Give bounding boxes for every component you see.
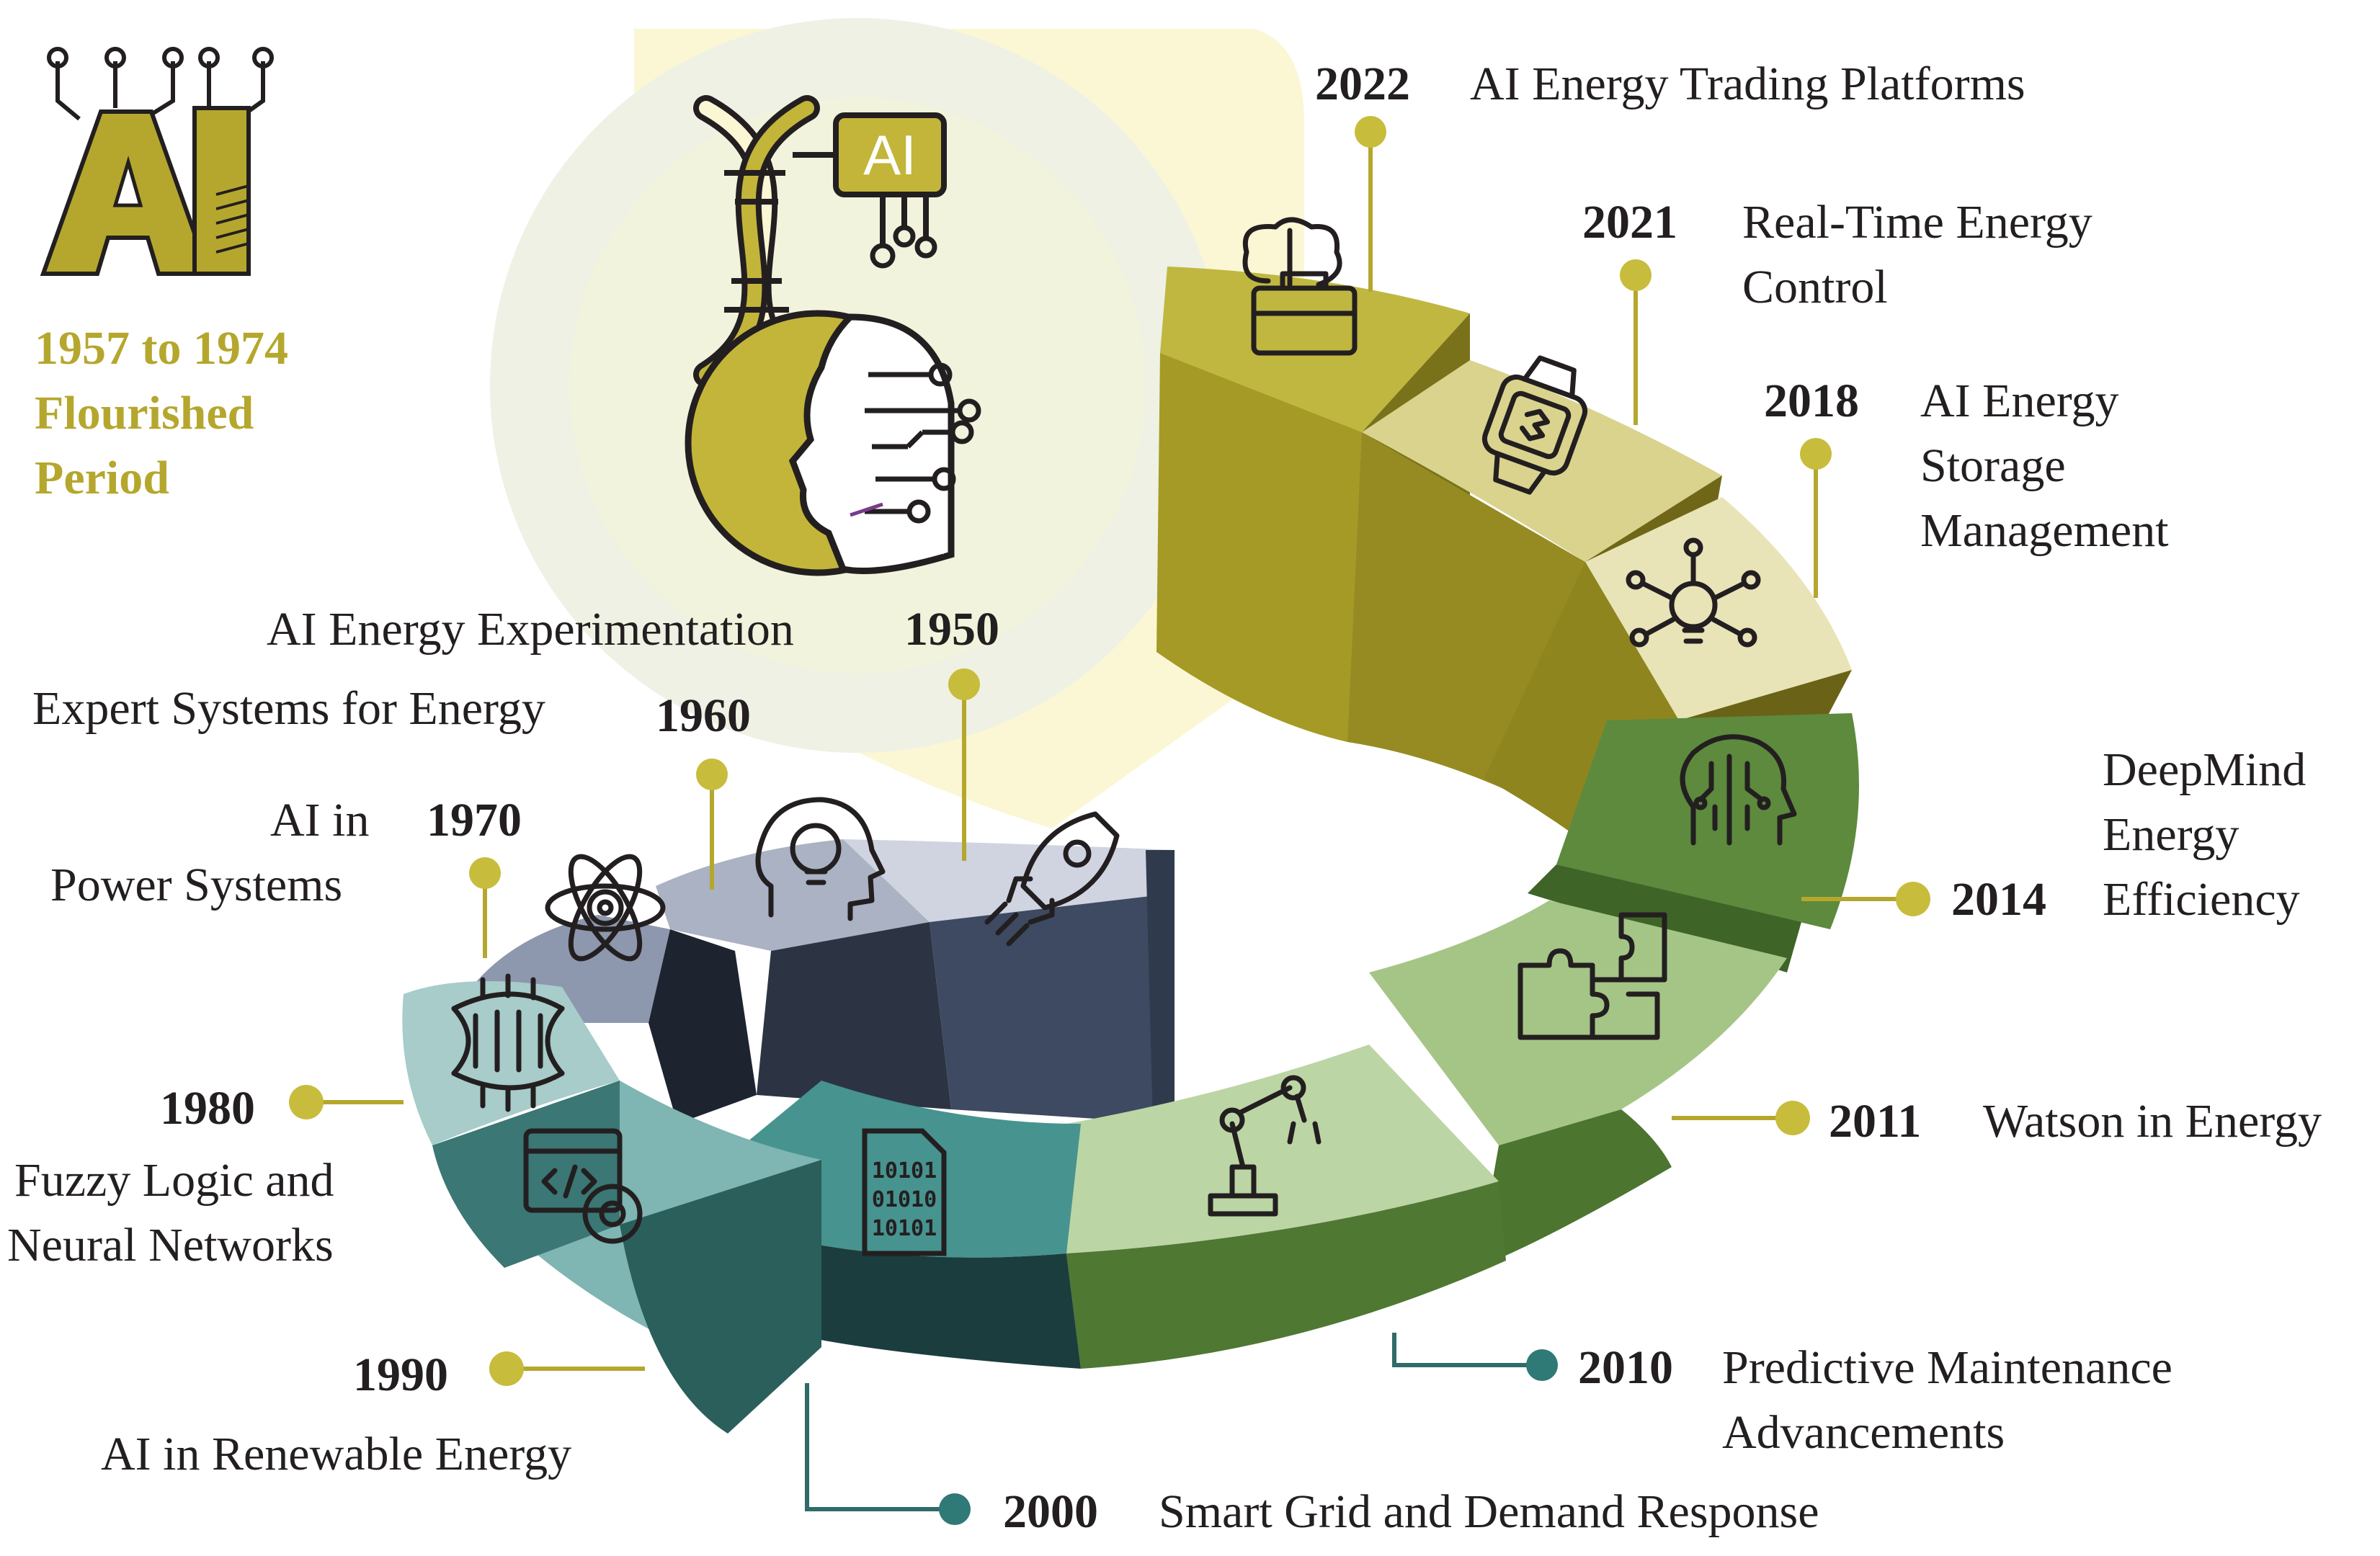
rocket-icon bbox=[984, 811, 1120, 947]
svg-text:10101: 10101 bbox=[872, 1158, 937, 1184]
label-2014-line-2: Energy bbox=[2103, 808, 2239, 861]
bulb-network-icon bbox=[1626, 537, 1761, 648]
year-1980: 1980 bbox=[160, 1082, 255, 1135]
year-2021: 2021 bbox=[1582, 196, 1677, 249]
year-2014: 2014 bbox=[1951, 873, 2046, 926]
brain-briefcase-icon bbox=[1242, 217, 1358, 356]
leader-lines-teal bbox=[805, 1333, 1542, 1511]
robot-arm-icon bbox=[1208, 1075, 1322, 1217]
label-2022: AI Energy Trading Platforms bbox=[1470, 58, 2025, 110]
puzzle-icon bbox=[1517, 912, 1667, 1040]
period-line-2: Flourished bbox=[35, 387, 254, 439]
label-2010-line-1: Predictive Maintenance bbox=[1722, 1341, 2172, 1394]
year-2011: 2011 bbox=[1829, 1095, 1921, 1148]
label-1960: Expert Systems for Energy bbox=[32, 682, 545, 735]
label-2014-line-3: Efficiency bbox=[2103, 873, 2300, 926]
year-2018: 2018 bbox=[1764, 375, 1859, 427]
ai-face-icon bbox=[685, 310, 981, 576]
leader-dots bbox=[289, 116, 1930, 1386]
label-1950: AI Energy Experimentation bbox=[267, 603, 794, 656]
label-2021-line-2: Control bbox=[1742, 261, 1888, 313]
period-line-1: 1957 to 1974 bbox=[35, 322, 288, 375]
year-1960: 1960 bbox=[656, 689, 751, 742]
segment-1960 bbox=[656, 839, 951, 1109]
binary-file-icon: 10101 01010 10101 bbox=[862, 1128, 947, 1256]
atom-gear-icon bbox=[545, 854, 666, 962]
label-1970-line-2: Power Systems bbox=[50, 859, 342, 911]
dna-circuit-icon bbox=[451, 973, 565, 1112]
label-2014-line-1: DeepMind bbox=[2103, 743, 2306, 796]
ai-chip-icon: AI bbox=[793, 112, 947, 269]
label-2021-line-1: Real-Time Energy bbox=[1742, 196, 2092, 249]
year-1970: 1970 bbox=[427, 794, 522, 846]
label-2000: Smart Grid and Demand Response bbox=[1159, 1485, 1819, 1538]
label-1980-line-1: Fuzzy Logic and bbox=[14, 1154, 334, 1207]
brain-head-icon bbox=[1680, 734, 1797, 846]
svg-text:01010: 01010 bbox=[872, 1187, 937, 1212]
label-1980-line-2: Neural Networks bbox=[7, 1219, 334, 1271]
label-2011: Watson in Energy bbox=[1983, 1095, 2322, 1148]
code-gear-icon bbox=[523, 1128, 643, 1244]
ai-chip-text: AI bbox=[863, 123, 917, 187]
smartwatch-icon bbox=[1481, 355, 1588, 495]
year-1950: 1950 bbox=[904, 603, 999, 656]
year-1990: 1990 bbox=[353, 1349, 448, 1401]
label-1970-line-1: AI in bbox=[270, 794, 369, 846]
label-1990: AI in Renewable Energy bbox=[101, 1428, 571, 1480]
ai-logo-icon: AI bbox=[40, 47, 274, 276]
segment-2011 bbox=[1369, 900, 1787, 1268]
year-2000: 2000 bbox=[1003, 1485, 1098, 1538]
segment-2010 bbox=[1066, 1045, 1506, 1369]
lightbulb-head-icon bbox=[755, 797, 886, 921]
label-2010-line-2: Advancements bbox=[1722, 1406, 2005, 1459]
label-2018-line-3: Management bbox=[1920, 504, 2169, 557]
year-2022: 2022 bbox=[1315, 58, 1410, 110]
leader-dots-teal bbox=[939, 1349, 1558, 1525]
svg-text:10101: 10101 bbox=[872, 1216, 937, 1241]
segment-1950 bbox=[843, 839, 1175, 1124]
period-line-3: Period bbox=[35, 452, 169, 504]
label-2018-line-1: AI Energy bbox=[1920, 375, 2119, 427]
year-2010: 2010 bbox=[1578, 1341, 1673, 1394]
label-2018-line-2: Storage bbox=[1920, 439, 2066, 492]
